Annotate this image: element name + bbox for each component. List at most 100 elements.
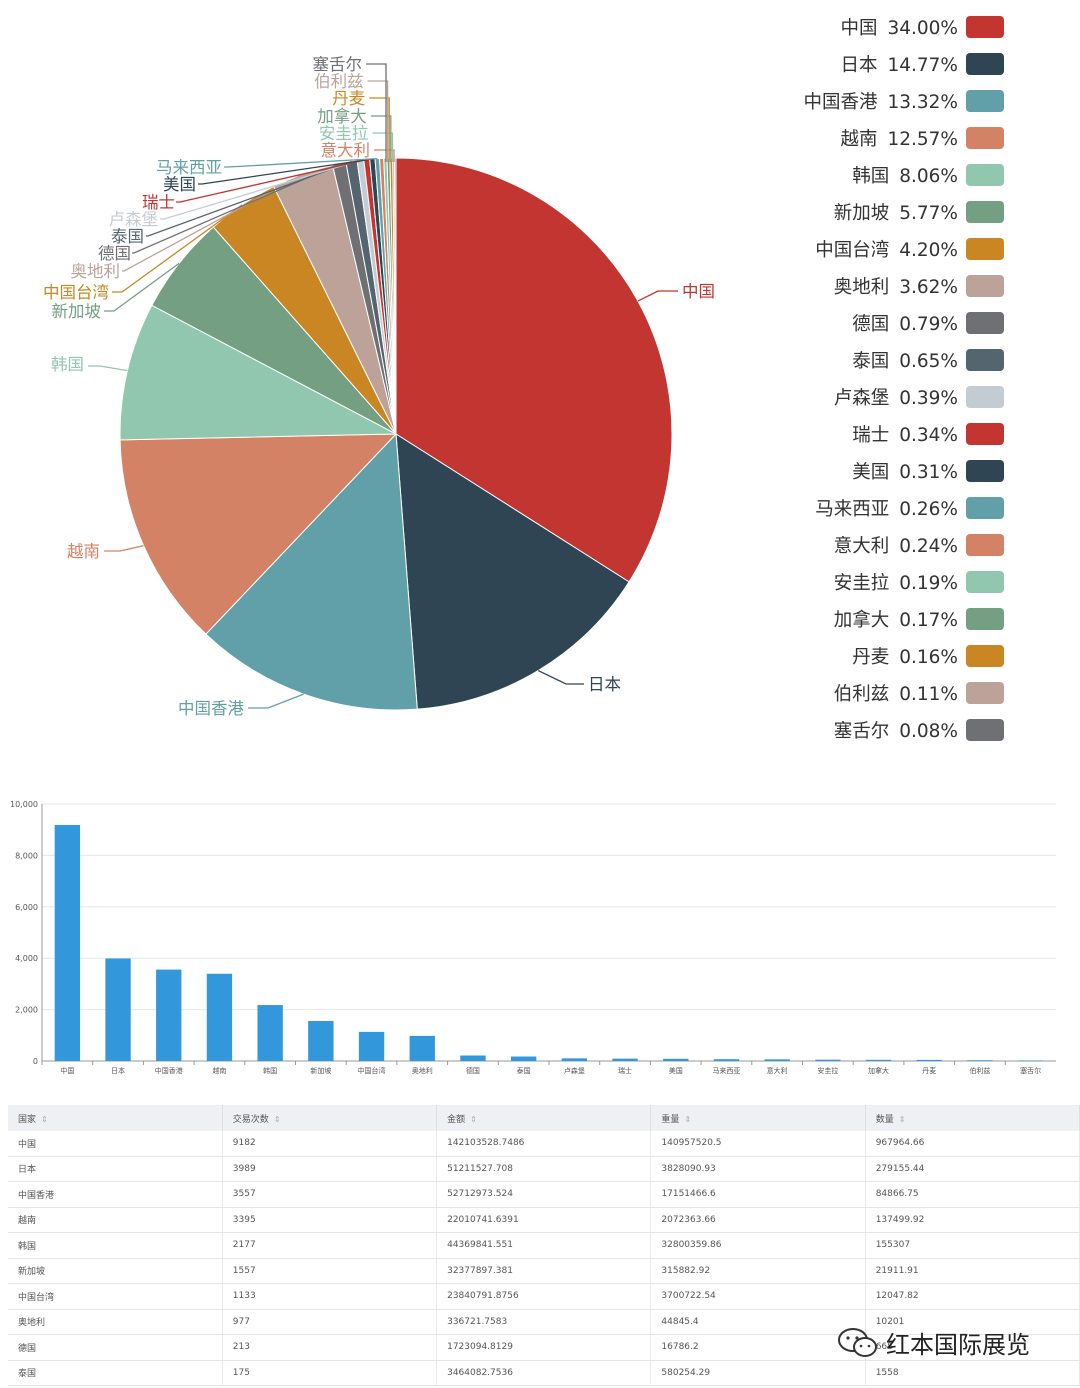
bar-14[interactable] [764, 1059, 790, 1061]
legend-item-7[interactable]: 奥地利 3.62% [760, 267, 1010, 304]
legend-name: 瑞士 [852, 425, 890, 446]
bar-13[interactable] [713, 1059, 740, 1061]
legend-percent: 5.77% [899, 203, 958, 224]
table-cell: 1723094.8129 [436, 1334, 652, 1361]
legend-percent: 0.17% [899, 610, 958, 631]
legend-swatch [966, 645, 1004, 667]
legend-name: 加拿大 [833, 610, 890, 631]
bar-7[interactable] [409, 1035, 435, 1061]
table-cell: 22010741.6391 [436, 1207, 652, 1233]
pie-slice-2[interactable] [205, 432, 418, 711]
legend-item-9[interactable]: 泰国 0.65% [760, 341, 1010, 378]
legend-percent: 0.24% [899, 536, 958, 557]
pie-label-line-9 [146, 160, 352, 237]
bar-15[interactable] [815, 1059, 841, 1061]
legend-label: 丹麦 0.16% [852, 643, 958, 669]
column-header-0[interactable]: 国家 ⇕ [8, 1105, 223, 1131]
pie-slice-4[interactable] [119, 304, 398, 441]
legend-name: 中国台湾 [815, 240, 890, 261]
table-cell: 84866.75 [865, 1181, 1080, 1208]
column-header-4[interactable]: 数量 ⇕ [865, 1105, 1080, 1131]
bar-16[interactable] [865, 1059, 892, 1061]
table-row: 泰国 175 3464082.7536 580254.29 1558 [8, 1360, 1080, 1386]
legend-item-8[interactable]: 德国 0.79% [760, 304, 1010, 341]
table-cell: 新加坡 [8, 1258, 223, 1284]
legend-item-10[interactable]: 卢森堡 0.39% [760, 378, 1010, 415]
legend-percent: 14.77% [887, 55, 958, 76]
bar-y-tick-label: 8,000 [15, 851, 38, 860]
bar-5[interactable] [308, 1020, 334, 1061]
bar-x-tick-label: 韩国 [263, 1066, 277, 1075]
legend-name: 中国 [840, 18, 878, 39]
legend-item-16[interactable]: 加拿大 0.17% [760, 600, 1010, 637]
bar-10[interactable] [561, 1058, 588, 1061]
bar-9[interactable] [510, 1056, 537, 1061]
legend-swatch [966, 682, 1004, 704]
table-cell: 140957520.5 [650, 1131, 866, 1157]
bar-6[interactable] [358, 1031, 385, 1061]
legend-item-4[interactable]: 韩国 8.06% [760, 156, 1010, 193]
legend-item-19[interactable]: 塞舌尔 0.08% [760, 711, 1010, 748]
sort-icon[interactable]: ⇕ [684, 1114, 692, 1124]
pie-slice-1[interactable] [395, 433, 630, 710]
legend-item-3[interactable]: 越南 12.57% [760, 119, 1010, 156]
pie-label-15: 安圭拉 [319, 124, 369, 143]
sort-icon[interactable]: ⇕ [470, 1114, 477, 1124]
wechat-icon [838, 1328, 877, 1357]
bar-x-tick-label: 安圭拉 [817, 1066, 838, 1075]
bar-4[interactable] [257, 1005, 283, 1061]
table-cell: 2177 [222, 1232, 438, 1259]
table-row: 德国 213 1723094.8129 16786.2 668 [8, 1334, 1080, 1361]
bar-2[interactable] [156, 969, 182, 1061]
legend-item-17[interactable]: 丹麦 0.16% [760, 637, 1010, 674]
sort-icon[interactable]: ⇕ [898, 1114, 906, 1124]
legend-item-1[interactable]: 日本 14.77% [760, 45, 1010, 82]
legend-item-11[interactable]: 瑞士 0.34% [760, 415, 1010, 452]
legend-label: 马来西亚 0.26% [815, 495, 958, 521]
bar-1[interactable] [105, 958, 131, 1061]
bar-11[interactable] [612, 1058, 638, 1061]
legend-item-13[interactable]: 马来西亚 0.26% [760, 489, 1010, 526]
pie-label-line-6 [112, 204, 243, 293]
table-cell: 137499.92 [865, 1207, 1080, 1233]
legend-percent: 0.31% [899, 462, 958, 483]
sort-icon[interactable]: ⇕ [41, 1114, 48, 1124]
bar-17[interactable] [916, 1059, 942, 1061]
legend-item-2[interactable]: 中国香港 13.32% [760, 82, 1010, 119]
pie-label-17: 丹麦 [332, 89, 365, 108]
legend-swatch [966, 201, 1004, 223]
table-cell: 668 [865, 1334, 1080, 1361]
bar-18[interactable] [967, 1060, 993, 1061]
column-header-2[interactable]: 金额 ⇕ [436, 1105, 652, 1131]
bar-3[interactable] [206, 973, 233, 1061]
bar-x-tick-label: 日本 [111, 1066, 125, 1075]
pie-slice-0[interactable] [395, 157, 673, 583]
legend-name: 卢森堡 [833, 388, 890, 409]
legend-label: 中国 34.00% [840, 14, 958, 40]
column-header-1[interactable]: 交易次数 ⇕ [222, 1105, 438, 1131]
legend-item-15[interactable]: 安圭拉 0.19% [760, 563, 1010, 600]
bar-x-tick-label: 马来西亚 [712, 1067, 740, 1075]
table-cell: 德国 [8, 1334, 223, 1361]
bar-8[interactable] [460, 1055, 486, 1061]
legend-name: 美国 [852, 462, 890, 483]
bar-0[interactable] [54, 825, 81, 1061]
legend-percent: 0.08% [899, 721, 958, 742]
legend-name: 马来西亚 [815, 499, 890, 520]
table-header-row: 国家 ⇕ 交易次数 ⇕ 金额 ⇕ 重量 ⇕ 数量 ⇕ [8, 1105, 1080, 1131]
bar-19[interactable] [1017, 1060, 1044, 1061]
sort-icon[interactable]: ⇕ [273, 1114, 281, 1124]
legend-item-0[interactable]: 中国 34.00% [760, 8, 1010, 45]
legend-item-6[interactable]: 中国台湾 4.20% [760, 230, 1010, 267]
pie-label-3: 越南 [67, 542, 100, 561]
table-cell: 580254.29 [650, 1360, 866, 1386]
legend-item-14[interactable]: 意大利 0.24% [760, 526, 1010, 563]
column-header-3[interactable]: 重量 ⇕ [650, 1105, 866, 1131]
pie-label-line-7 [122, 173, 303, 272]
legend-item-18[interactable]: 伯利兹 0.11% [760, 674, 1010, 711]
bar-12[interactable] [663, 1058, 689, 1061]
legend-item-5[interactable]: 新加坡 5.77% [760, 193, 1010, 230]
legend-swatch [966, 423, 1004, 445]
data-table-container: 国家 ⇕ 交易次数 ⇕ 金额 ⇕ 重量 ⇕ 数量 ⇕ 中国 9182 142103528.7486 14… [8, 1105, 1080, 1388]
legend-item-12[interactable]: 美国 0.31% [760, 452, 1010, 489]
